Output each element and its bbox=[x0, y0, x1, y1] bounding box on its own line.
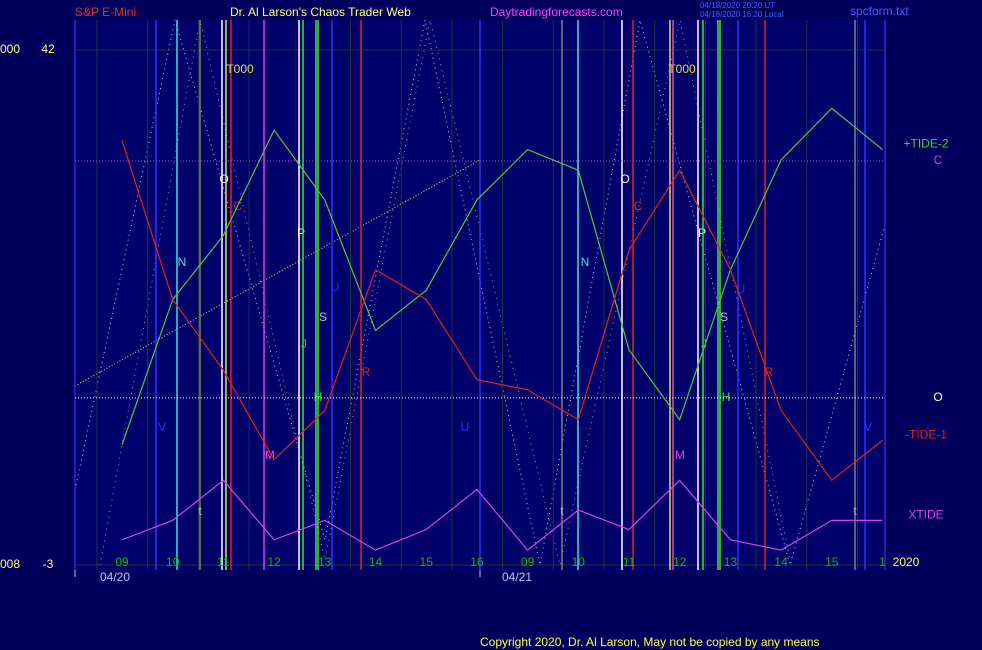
event-label: H bbox=[722, 390, 731, 404]
event-label: C bbox=[234, 199, 243, 213]
x-tick-label: 11 bbox=[623, 555, 636, 569]
x-tick-label: 16 bbox=[470, 555, 484, 569]
site-title: Dr. Al Larson's Chaos Trader Web bbox=[230, 5, 411, 19]
event-label: M bbox=[265, 448, 275, 462]
series-label: +TIDE-2 bbox=[903, 137, 948, 151]
stamp: 04/18/2020 20:20 UT bbox=[700, 1, 775, 10]
x-tick-label: 10 bbox=[572, 555, 586, 569]
event-label: N bbox=[581, 255, 590, 269]
series-line bbox=[121, 107, 883, 446]
x-tick-label: 09 bbox=[115, 555, 129, 569]
level-label: C bbox=[934, 153, 943, 167]
y-tick-label: 42 bbox=[41, 42, 55, 56]
x-tick-label: 12 bbox=[267, 555, 281, 569]
x-tick-label: 10 bbox=[166, 555, 180, 569]
stamp: 04/18/2020 16:20 Local bbox=[700, 10, 784, 19]
event-label: U bbox=[331, 280, 340, 294]
event-label: O bbox=[219, 172, 228, 186]
event-label: N bbox=[178, 255, 187, 269]
instrument: S&P E-Mini bbox=[75, 5, 136, 19]
date-label: 04/20 bbox=[100, 570, 130, 584]
event-label: S bbox=[720, 310, 728, 324]
x-tick-label: 13 bbox=[724, 555, 738, 569]
series-line bbox=[121, 140, 883, 482]
event-label: U bbox=[461, 420, 470, 434]
year-label: 2020 bbox=[893, 555, 920, 569]
event-label: R bbox=[362, 365, 371, 379]
event-label: U bbox=[737, 282, 746, 296]
trend-line bbox=[74, 159, 481, 387]
event-label: T000 bbox=[226, 62, 254, 76]
x-tick-label: 11 bbox=[217, 555, 230, 569]
axis-label: 000 bbox=[0, 42, 20, 56]
copyright: Copyright 2020, Dr. Al Larson, May not b… bbox=[480, 635, 820, 649]
event-label: t bbox=[853, 504, 857, 518]
event-label: T000 bbox=[668, 62, 696, 76]
event-label: J bbox=[301, 337, 307, 351]
event-label: S bbox=[319, 310, 327, 324]
event-label: P bbox=[698, 226, 706, 240]
x-tick-label: 13 bbox=[318, 555, 332, 569]
x-tick-label: 15 bbox=[420, 555, 434, 569]
event-label: J bbox=[701, 337, 707, 351]
event-label: V bbox=[864, 420, 872, 434]
event-label: R bbox=[765, 365, 774, 379]
x-tick-label: 12 bbox=[673, 555, 687, 569]
x-tick-label: 14 bbox=[774, 555, 788, 569]
event-label: H bbox=[314, 390, 323, 404]
date-label: 04/21 bbox=[502, 570, 532, 584]
y-tick-label: -3 bbox=[43, 557, 54, 571]
event-label: V bbox=[158, 420, 166, 434]
file-name: spcform.txt bbox=[850, 4, 909, 18]
site-url: Daytradingforecasts.com bbox=[490, 5, 623, 19]
level-label: O bbox=[933, 390, 942, 404]
event-label: O bbox=[620, 172, 629, 186]
event-label: t bbox=[560, 504, 564, 518]
series-label: XTIDE bbox=[908, 508, 943, 522]
x-tick-label: 15 bbox=[825, 555, 839, 569]
x-tick-label: 1 bbox=[879, 555, 886, 569]
event-label: P bbox=[297, 226, 305, 240]
event-label: t bbox=[198, 504, 202, 518]
x-tick-label: 09 bbox=[521, 555, 535, 569]
x-tick-label: 14 bbox=[369, 555, 383, 569]
axis-label: 008 bbox=[0, 557, 20, 571]
event-label: C bbox=[634, 199, 643, 213]
event-label: M bbox=[675, 448, 685, 462]
series-line bbox=[121, 479, 883, 551]
series-label: -TIDE-1 bbox=[905, 427, 947, 441]
